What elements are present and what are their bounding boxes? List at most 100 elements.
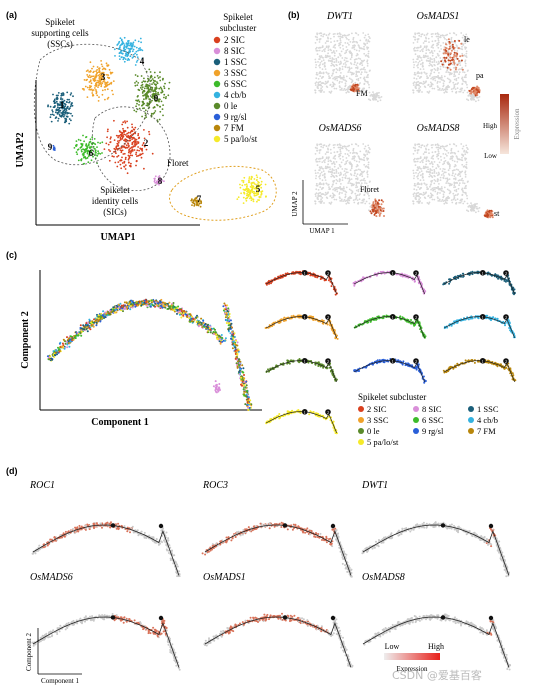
legend-c-swatch (358, 406, 364, 412)
legend-a-item: 8 SIC (224, 46, 245, 56)
legend-c-swatch (358, 428, 364, 434)
branch-node-label: 2 (505, 271, 507, 276)
sic-region-label: Spikelet identity cells (SICs) (92, 185, 139, 217)
branch-node-label: 2 (415, 315, 417, 320)
gene-osmads1-traj-title: OsMADS1 (203, 572, 246, 583)
cluster-label-3: 3 (101, 72, 106, 82)
feature-plot (412, 143, 494, 219)
legend-c-item: 7 FM (477, 426, 496, 436)
legend-c-item: 0 le (367, 426, 380, 436)
colorbar-b-high: High (483, 122, 498, 130)
colorbar-d-title: Expression (396, 665, 428, 673)
legend-c-item: 8 SIC (422, 404, 442, 414)
branch-node-label: 2 (327, 271, 329, 276)
legend-c-swatch (468, 406, 474, 412)
floret-region-label: Floret (167, 158, 189, 168)
cluster-label-9: 9 (48, 142, 53, 152)
cluster-label-8: 8 (158, 176, 163, 186)
ssc-region-label: Spikelet supporting cells (SSCs) (31, 17, 89, 49)
colorbar-d-high: High (428, 642, 444, 651)
gene-trajectory-plots (31, 521, 512, 671)
legend-a-swatch (213, 47, 221, 55)
feature-plot (412, 32, 481, 103)
branch-node-label: 1 (392, 271, 394, 276)
legend-c-title: Spikelet subcluster (358, 392, 426, 402)
branch-node-label: 1 (392, 315, 394, 320)
feature-plot (314, 32, 383, 103)
branch-node-label: 1 (304, 315, 306, 320)
gene-trajectory (31, 521, 181, 578)
branch-node-label: 2 (415, 271, 417, 276)
pa-annotation: pa (476, 71, 484, 80)
component2-label: Component 2 (20, 311, 31, 369)
panel-d: (d) ROC1 ROC3 DWT1 OsMADS6 OsMADS1 OsMAD… (6, 466, 512, 685)
panel-c: (c) Component 1 Component 2 1 2 1 2 1 21 2 1 2 1 2… (6, 250, 517, 447)
branch-node-label: 2 (505, 315, 507, 320)
panel-a-label: (a) (6, 10, 17, 20)
cluster-label-5: 5 (256, 184, 261, 194)
watermark: CSDN @爱基百客 (392, 668, 482, 682)
component1-label: Component 1 (91, 417, 149, 428)
umap1-small-label: UMAP 1 (309, 227, 335, 235)
gene-trajectory (361, 521, 510, 578)
legend-c-swatch (468, 417, 474, 423)
gene-roc1-title: ROC1 (29, 480, 55, 491)
umap2-axis-label: UMAP2 (15, 133, 26, 168)
legend-a-item: 0 le (224, 101, 237, 111)
colorbar-b-title: Expression (513, 108, 521, 140)
legend-a-item: 7 FM (224, 123, 244, 133)
cluster-label-0: 0 (154, 93, 159, 103)
gene-osmads1-title: OsMADS1 (417, 11, 460, 22)
cluster-label-2: 2 (144, 138, 149, 148)
branch-node-label: 1 (482, 271, 484, 276)
colorbar-d-low: Low (385, 642, 400, 651)
branch-node-label: 2 (327, 410, 329, 415)
feature-plot (314, 143, 385, 218)
gene-osmads6-traj-title: OsMADS6 (30, 572, 73, 583)
gene-osmads8-traj-title: OsMADS8 (362, 572, 405, 583)
legend-c-item: 5 pa/lo/st (367, 437, 399, 447)
panel-d-label: (d) (6, 466, 18, 476)
legend-c-item: 2 SIC (367, 404, 387, 414)
legend-c-swatch (358, 417, 364, 423)
branch-node-label: 2 (327, 359, 329, 364)
legend-a-item: 9 rg/sl (224, 112, 247, 122)
d-component1-label: Component 1 (41, 677, 79, 685)
sic-region-outline (91, 106, 171, 192)
le-annotation: le (464, 35, 470, 44)
legend-a-item: 2 SIC (224, 35, 245, 45)
gene-trajectory (203, 612, 354, 668)
legend-a-swatch (213, 69, 221, 77)
umap-scatter: 0 1 2 3 4 5 6 7 8 9 (47, 36, 267, 208)
gene-trajectory (362, 613, 512, 671)
legend-a-swatch (213, 80, 221, 88)
legend-a-swatch (213, 113, 221, 121)
legend-a-swatch (213, 124, 221, 132)
legend-a-item: 6 SSC (224, 79, 247, 89)
floret-annotation: Floret (360, 185, 380, 194)
panel-b: (b) DWT1 OsMADS1 OsMADS6 OsMADS8 FM le p… (288, 10, 521, 235)
legend-c-item: 9 rg/sl (422, 426, 444, 436)
branch-node-label: 1 (482, 359, 484, 364)
legend-a-title: Spikelet subcluster (220, 12, 257, 33)
gene-dwt1-traj-title: DWT1 (361, 480, 388, 491)
legend-a-swatch (213, 91, 221, 99)
floret-region-outline (169, 165, 277, 221)
gene-roc3-title: ROC3 (202, 480, 228, 491)
branch-node-label: 2 (327, 315, 329, 320)
umap2-small-label: UMAP 2 (291, 191, 299, 217)
trajectory-small-multiples: 1 2 1 2 1 21 2 1 2 1 21 2 1 2 1 21 2 (264, 269, 517, 435)
colorbar-b-low: Low (484, 152, 498, 160)
legend-c: 2 SIC 8 SIC 1 SSC 3 SSC 6 SSC 4 cb/b 0 le 9 rg/… (358, 404, 499, 447)
legend-c-swatch (468, 428, 474, 434)
legend-c-item: 3 SSC (367, 415, 389, 425)
d-component2-label: Component 2 (25, 633, 33, 671)
legend-a-item: 1 SSC (224, 57, 247, 67)
